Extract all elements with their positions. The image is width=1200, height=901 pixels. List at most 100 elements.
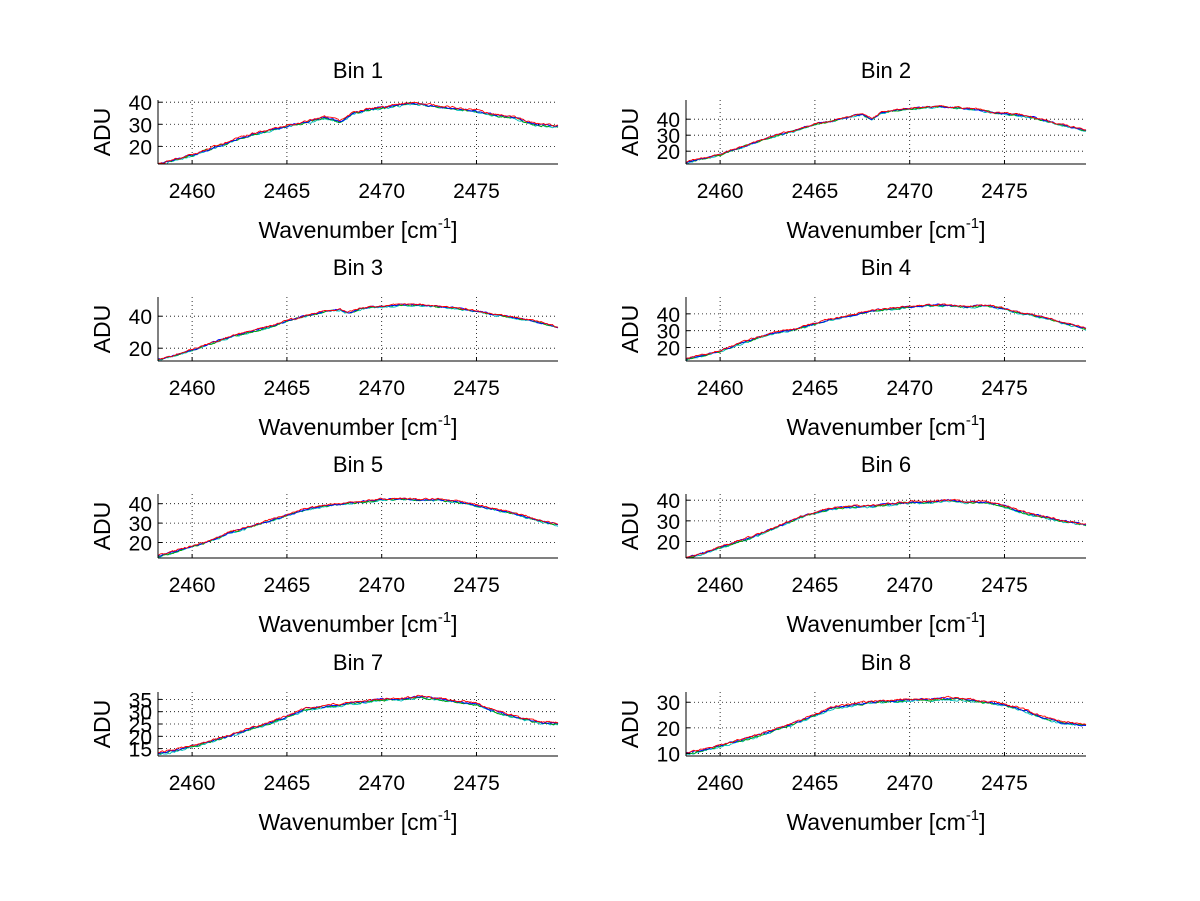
x-tick-label: 2470 [886,180,933,203]
y-tick-label: 40 [657,304,680,327]
y-tick-label: 20 [657,338,680,361]
subplot-title: Bin 6 [861,452,911,477]
y-tick-label: 30 [657,511,680,534]
x-tick-label: 2470 [358,377,405,400]
x-tick-label: 2475 [453,574,500,597]
y-axis-label: ADU [617,108,643,157]
subplot-title: Bin 7 [333,650,383,675]
x-tick-label: 2465 [264,180,311,203]
x-axis-label: Wavenumber [cm-1] [258,807,457,835]
series-line-green [158,498,559,557]
subplot-title: Bin 1 [333,58,383,83]
y-tick-label: 30 [657,321,680,344]
x-tick-label: 2475 [981,772,1028,795]
subplot-title: Bin 5 [333,452,383,477]
y-tick-label: 40 [129,306,152,329]
x-tick-label: 2470 [886,772,933,795]
series-line-blue [685,303,1087,360]
x-tick-label: 2475 [453,180,500,203]
series-line-blue [685,697,1087,754]
y-tick-label: 20 [657,718,680,741]
y-tick-label: 40 [657,109,680,132]
series-line-cyan [685,106,1087,164]
series-line-green [685,697,1087,755]
x-tick-label: 2465 [792,180,839,203]
x-tick-label: 2460 [169,377,216,400]
y-axis-label: ADU [89,305,115,354]
y-tick-label: 20 [129,532,152,555]
x-tick-label: 2460 [697,772,744,795]
series-line-cyan [157,304,559,361]
y-tick-label: 10 [657,743,680,766]
y-axis-label: ADU [89,502,115,551]
x-tick-label: 2460 [169,574,216,597]
series-line-blue [157,497,559,557]
series-line-cyan [157,696,559,755]
x-tick-label: 2475 [453,772,500,795]
x-tick-label: 2470 [886,574,933,597]
x-tick-label: 2470 [886,377,933,400]
x-tick-label: 2465 [792,772,839,795]
x-tick-label: 2465 [792,574,839,597]
series-line-red [685,498,1087,558]
y-tick-label: 15 [129,739,152,762]
series-line-red [157,303,559,360]
series-line-red [685,105,1087,163]
x-axis-label: Wavenumber [cm-1] [786,609,985,637]
y-axis-label: ADU [617,305,643,354]
x-tick-label: 2460 [169,180,216,203]
x-tick-label: 2470 [358,772,405,795]
x-tick-label: 2475 [981,377,1028,400]
y-axis-label: ADU [89,700,115,749]
x-tick-label: 2465 [264,574,311,597]
y-tick-label: 40 [129,92,152,115]
y-axis-label: ADU [89,108,115,157]
series-line-red [685,695,1087,754]
x-axis-label: Wavenumber [cm-1] [258,215,457,243]
series-line-blue [685,105,1087,164]
series-line-red [157,694,559,754]
x-tick-label: 2465 [264,377,311,400]
series-line-green [686,499,1087,559]
y-axis-label: ADU [617,700,643,749]
x-axis-label: Wavenumber [cm-1] [786,412,985,440]
y-tick-label: 30 [657,125,680,148]
y-tick-label: 30 [129,513,152,536]
x-tick-label: 2470 [358,574,405,597]
y-tick-label: 25 [129,714,152,737]
subplot-title: Bin 2 [861,58,911,83]
x-tick-label: 2460 [697,180,744,203]
x-tick-label: 2465 [792,377,839,400]
y-tick-label: 35 [129,689,152,712]
x-axis-label: Wavenumber [cm-1] [258,609,457,637]
y-tick-label: 20 [657,141,680,164]
series-line-green [157,304,559,361]
series-line-cyan [686,500,1087,559]
y-axis-label: ADU [617,502,643,551]
x-tick-label: 2460 [697,574,744,597]
x-tick-label: 2475 [981,574,1028,597]
series-line-green [158,102,559,165]
y-tick-label: 40 [129,494,152,517]
x-tick-label: 2465 [264,772,311,795]
series-line-blue [686,498,1087,559]
y-tick-label: 20 [129,726,152,749]
y-tick-label: 20 [129,136,152,159]
series-line-cyan [157,498,559,558]
x-tick-label: 2460 [697,377,744,400]
x-axis-label: Wavenumber [cm-1] [786,215,985,243]
subplot-title: Bin 3 [333,255,383,280]
series-line-red [685,303,1087,360]
y-tick-label: 40 [657,490,680,513]
y-tick-label: 20 [657,531,680,554]
y-tick-label: 30 [657,692,680,715]
x-axis-label: Wavenumber [cm-1] [786,807,985,835]
x-tick-label: 2470 [358,180,405,203]
x-axis-label: Wavenumber [cm-1] [258,412,457,440]
